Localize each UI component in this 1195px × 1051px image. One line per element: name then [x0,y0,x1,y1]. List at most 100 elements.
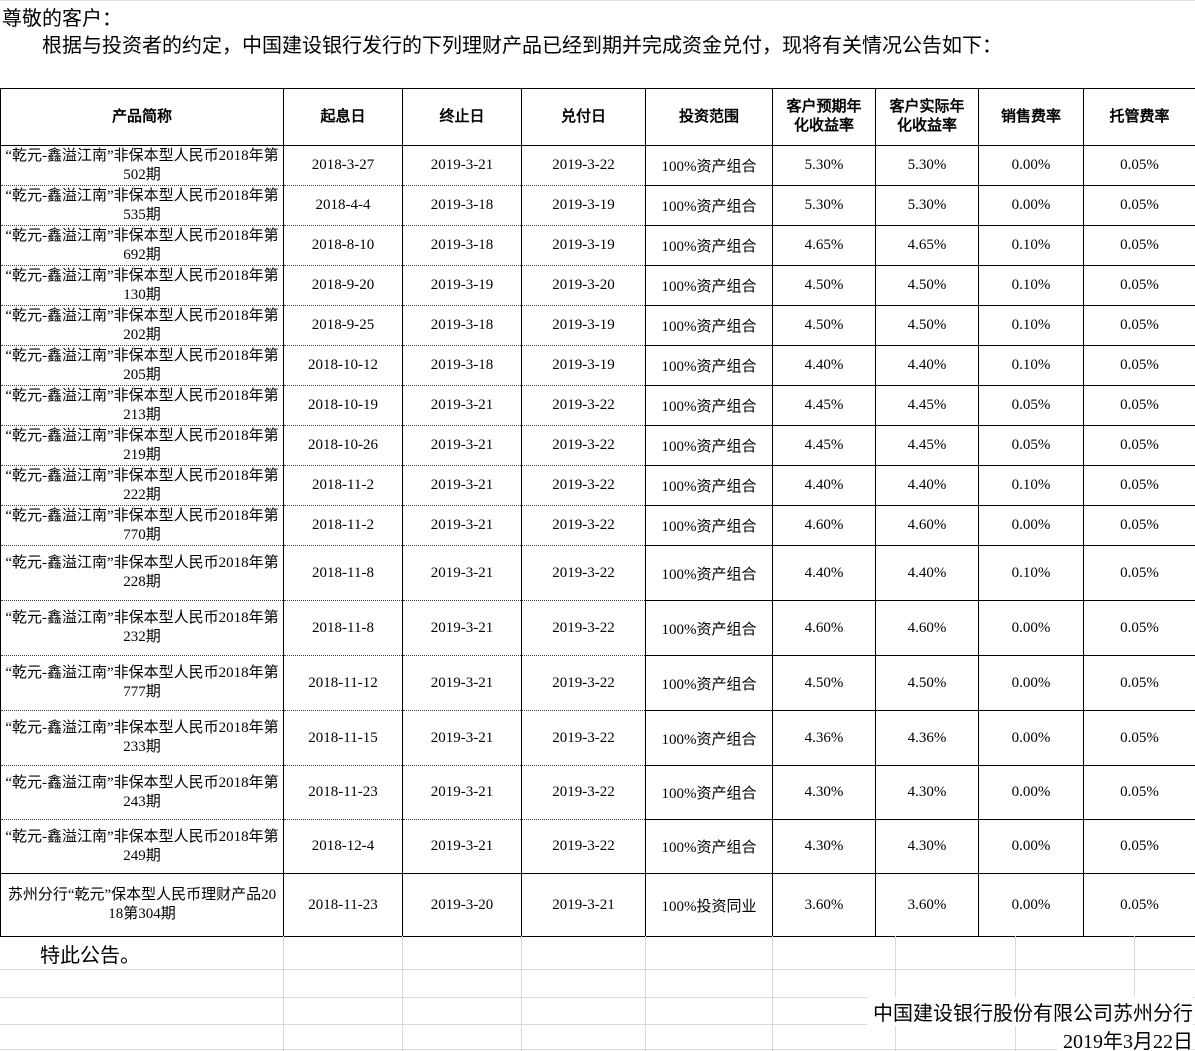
cell-actual-annual-yield: 4.45% [875,425,979,466]
gridline-v [645,936,646,1051]
cell-sales-fee-rate: 0.00% [978,505,1084,546]
gridline-v [772,936,773,1051]
cell-actual-annual-yield: 4.60% [875,505,979,546]
cell-product-name: “乾元-鑫溢江南”非保本型人民币2018年第130期 [0,265,284,306]
cell-end-date: 2019-3-21 [402,425,522,466]
cell-sales-fee-rate: 0.00% [978,145,1084,186]
cell-sales-fee-rate: 0.00% [978,185,1084,226]
cell-expected-annual-yield: 4.45% [772,425,876,466]
cell-sales-fee-rate: 0.00% [978,873,1084,937]
cell-sales-fee-rate: 0.10% [978,465,1084,506]
cell-value-date: 2018-11-2 [283,505,403,546]
cell-custody-fee-rate: 0.05% [1083,600,1195,656]
cell-value-date: 2018-11-8 [283,600,403,656]
cell-expected-annual-yield: 4.30% [772,765,876,820]
table-row: “乾元-鑫溢江南”非保本型人民币2018年第228期 2018-11-8 2019-… [0,545,1195,601]
cell-sales-fee-rate: 0.00% [978,600,1084,656]
cell-custody-fee-rate: 0.05% [1083,465,1195,506]
cell-investment-scope: 100%资产组合 [645,600,773,656]
cell-custody-fee-rate: 0.05% [1083,385,1195,426]
cell-value-date: 2018-10-26 [283,425,403,466]
table-row: “乾元-鑫溢江南”非保本型人民币2018年第233期 2018-11-15 2019… [0,710,1195,766]
gridline-v [402,936,403,1051]
cell-investment-scope: 100%投资同业 [645,873,773,937]
cell-payment-date: 2019-3-21 [521,873,646,937]
cell-custody-fee-rate: 0.05% [1083,425,1195,466]
cell-expected-annual-yield: 4.60% [772,600,876,656]
cell-payment-date: 2019-3-20 [521,265,646,306]
cell-payment-date: 2019-3-19 [521,185,646,226]
cell-custody-fee-rate: 0.05% [1083,145,1195,186]
cell-expected-annual-yield: 4.45% [772,385,876,426]
cell-expected-annual-yield: 5.30% [772,145,876,186]
gridline-h [0,969,1195,970]
gridline-v [283,936,284,1051]
cell-expected-annual-yield: 5.30% [772,185,876,226]
table-row: “乾元-鑫溢江南”非保本型人民币2018年第205期 2018-10-12 2019… [0,345,1195,386]
table-row: “乾元-鑫溢江南”非保本型人民币2018年第502期 2018-3-27 2019-… [0,145,1195,186]
cell-custody-fee-rate: 0.05% [1083,265,1195,306]
gridline-h [0,1024,1195,1025]
cell-sales-fee-rate: 0.10% [978,265,1084,306]
cell-end-date: 2019-3-21 [402,505,522,546]
col-header-product-name: 产品简称 [0,88,284,146]
cell-actual-annual-yield: 5.30% [875,145,979,186]
cell-end-date: 2019-3-20 [402,873,522,937]
cell-actual-annual-yield: 4.30% [875,819,979,874]
cell-value-date: 2018-8-10 [283,225,403,266]
salutation: 尊敬的客户： [2,8,122,30]
gridline-v [1015,936,1016,1051]
cell-value-date: 2018-11-12 [283,655,403,711]
cell-payment-date: 2019-3-22 [521,655,646,711]
col-header-expected-annual-yield: 客户预期年化收益率 [772,88,876,146]
cell-custody-fee-rate: 0.05% [1083,819,1195,874]
cell-payment-date: 2019-3-22 [521,765,646,820]
cell-sales-fee-rate: 0.10% [978,225,1084,266]
cell-sales-fee-rate: 0.05% [978,385,1084,426]
cell-custody-fee-rate: 0.05% [1083,765,1195,820]
cell-end-date: 2019-3-18 [402,345,522,386]
cell-value-date: 2018-9-20 [283,265,403,306]
cell-product-name: “乾元-鑫溢江南”非保本型人民币2018年第232期 [0,600,284,656]
cell-end-date: 2019-3-18 [402,225,522,266]
cell-end-date: 2019-3-21 [402,710,522,766]
cell-expected-annual-yield: 4.40% [772,465,876,506]
cell-product-name: 苏州分行“乾元”保本型人民币理财产品2018第304期 [0,873,284,937]
cell-investment-scope: 100%资产组合 [645,710,773,766]
table-row: “乾元-鑫溢江南”非保本型人民币2018年第130期 2018-9-20 2019-… [0,265,1195,306]
cell-custody-fee-rate: 0.05% [1083,305,1195,346]
cell-investment-scope: 100%资产组合 [645,265,773,306]
cell-sales-fee-rate: 0.00% [978,819,1084,874]
footer-date: 2019年3月22日 [1057,1025,1193,1051]
cell-value-date: 2018-4-4 [283,185,403,226]
cell-actual-annual-yield: 4.65% [875,225,979,266]
cell-payment-date: 2019-3-22 [521,425,646,466]
cell-value-date: 2018-11-15 [283,710,403,766]
cell-end-date: 2019-3-21 [402,819,522,874]
cell-product-name: “乾元-鑫溢江南”非保本型人民币2018年第249期 [0,819,284,874]
cell-investment-scope: 100%资产组合 [645,545,773,601]
col-header-end-date: 终止日 [402,88,522,146]
cell-custody-fee-rate: 0.05% [1083,873,1195,937]
cell-investment-scope: 100%资产组合 [645,305,773,346]
cell-actual-annual-yield: 5.30% [875,185,979,226]
cell-sales-fee-rate: 0.00% [978,655,1084,711]
cell-value-date: 2018-11-23 [283,765,403,820]
gridline-h [0,1049,1195,1050]
cell-end-date: 2019-3-19 [402,265,522,306]
cell-custody-fee-rate: 0.05% [1083,710,1195,766]
cell-end-date: 2019-3-21 [402,655,522,711]
cell-value-date: 2018-12-4 [283,819,403,874]
cell-expected-annual-yield: 4.50% [772,265,876,306]
col-header-value-date: 起息日 [283,88,403,146]
cell-product-name: “乾元-鑫溢江南”非保本型人民币2018年第243期 [0,765,284,820]
bottom-section: 特此公告。 中国建设银行股份有限公司苏州分行 2019年3月22日 [0,936,1195,1051]
cell-sales-fee-rate: 0.00% [978,710,1084,766]
cell-investment-scope: 100%资产组合 [645,345,773,386]
closing-statement: 特此公告。 [40,945,140,967]
cell-investment-scope: 100%资产组合 [645,819,773,874]
header-row: 产品简称 起息日 终止日 兑付日 投资范围 客户预期年化收益率 客户实际年化收益… [0,88,1195,146]
cell-payment-date: 2019-3-19 [521,305,646,346]
cell-payment-date: 2019-3-22 [521,545,646,601]
col-header-actual-annual-yield: 客户实际年化收益率 [875,88,979,146]
